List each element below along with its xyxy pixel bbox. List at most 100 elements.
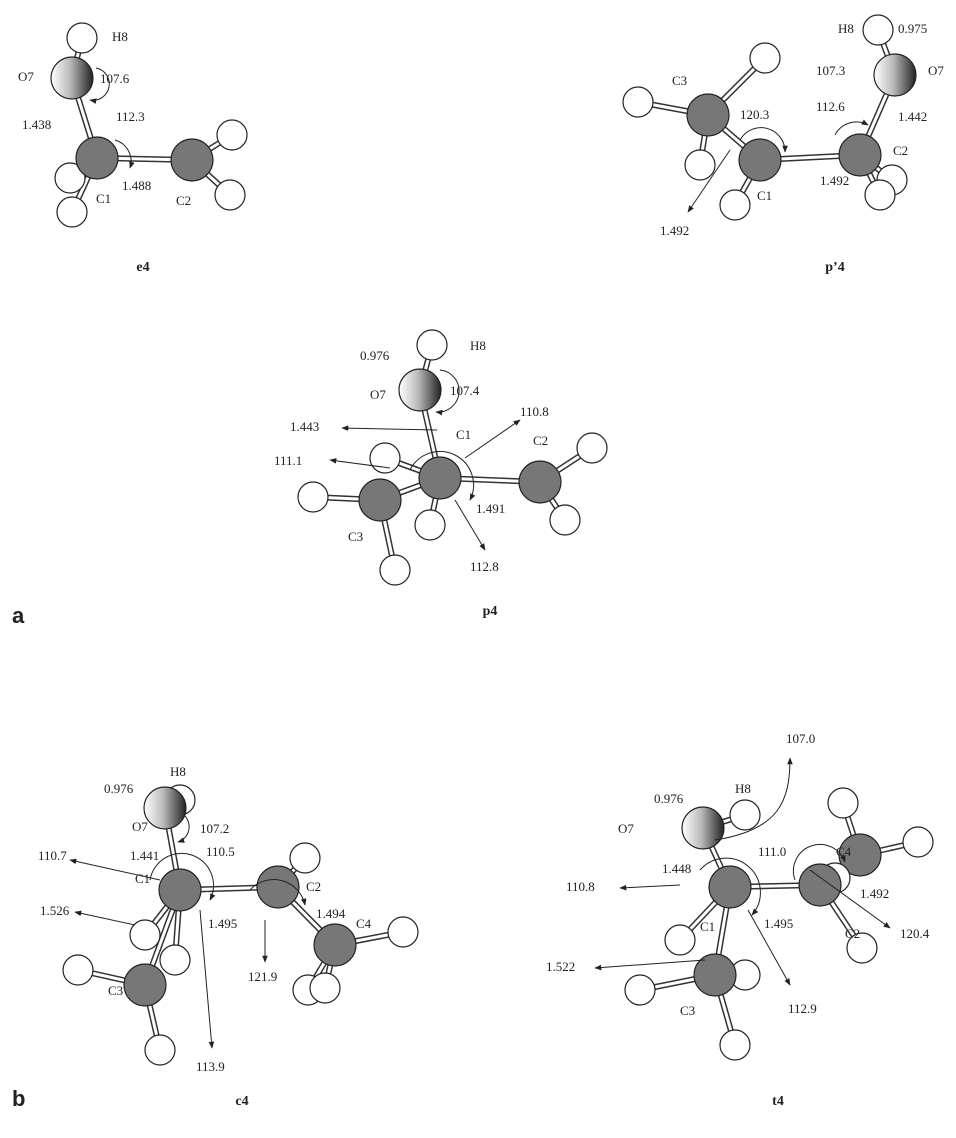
annotation: 1.522: [546, 959, 575, 974]
atom-label: C4: [836, 844, 852, 859]
carbon-atom: [314, 924, 356, 966]
atom-label: C3: [672, 73, 687, 88]
annotation: 0.976: [360, 348, 390, 363]
annotation: 110.8: [566, 879, 595, 894]
molecule-label: p’4: [825, 260, 844, 275]
oxygen-atom: [51, 57, 93, 99]
hydrogen-atom: [417, 330, 447, 360]
hydrogen-atom: [370, 443, 400, 473]
hydrogen-atom: [57, 197, 87, 227]
angle-arc: [835, 122, 868, 135]
molecules: H8O7C1C2107.61.438112.31.488e4C3H8O7C1C2…: [12, 15, 944, 1111]
annotation: 1.438: [22, 117, 51, 132]
hydrogen-atom: [625, 975, 655, 1005]
hydrogen-atom: [380, 555, 410, 585]
hydrogen-atom: [67, 23, 97, 53]
molecule-label: p4: [483, 604, 498, 619]
molecule-label: t4: [772, 1094, 784, 1109]
carbon-atom: [159, 869, 201, 911]
carbon-atom: [124, 964, 166, 1006]
carbon-atom: [519, 461, 561, 503]
hydrogen-atom: [298, 482, 328, 512]
carbon-atom: [839, 134, 881, 176]
annotation: 1.492: [820, 173, 849, 188]
oxygen-atom: [144, 787, 186, 829]
hydrogen-atom: [685, 150, 715, 180]
hydrogen-atom: [865, 180, 895, 210]
annotation: 0.975: [898, 21, 927, 36]
annotation: 112.3: [116, 109, 145, 124]
hydrogen-atom: [720, 1030, 750, 1060]
carbon-atom: [799, 864, 841, 906]
annotation: 110.5: [206, 844, 235, 859]
hydrogen-atom: [415, 510, 445, 540]
annotation: 1.492: [660, 223, 689, 238]
hydrogen-atom: [388, 917, 418, 947]
oxygen-atom: [874, 54, 916, 96]
hydrogen-atom: [577, 433, 607, 463]
annotation: 1.495: [208, 916, 237, 931]
hydrogen-atom: [623, 87, 653, 117]
annotation: 107.2: [200, 821, 229, 836]
carbon-atom: [709, 866, 751, 908]
annotation: 110.7: [38, 848, 67, 863]
hydrogen-atom: [828, 788, 858, 818]
arrow: [595, 960, 705, 968]
atom-label: C2: [893, 143, 908, 158]
hydrogen-atom: [750, 43, 780, 73]
annotation: 107.3: [816, 63, 845, 78]
atom-label: C4: [356, 916, 372, 931]
atom-label: C2: [533, 433, 548, 448]
carbon-atom: [419, 457, 461, 499]
atom-label: H8: [470, 338, 486, 353]
atom-label: O7: [928, 63, 944, 78]
annotation: 0.976: [104, 781, 134, 796]
atom-label: C3: [348, 529, 363, 544]
annotation: 111.1: [274, 453, 302, 468]
annotation: 0.976: [654, 791, 684, 806]
atom-label: C1: [135, 871, 150, 886]
molecule-label: e4: [136, 260, 149, 275]
atom-label: O7: [618, 821, 634, 836]
carbon-atom: [739, 139, 781, 181]
annotation: 107.0: [786, 731, 815, 746]
atom-label: O7: [132, 819, 148, 834]
annotation: 112.9: [788, 1001, 817, 1016]
atom-label: C3: [108, 983, 123, 998]
arrow: [75, 912, 135, 925]
oxygen-atom: [682, 807, 724, 849]
arrow: [342, 428, 437, 430]
annotation: 112.6: [816, 99, 845, 114]
molecule-label: c4: [235, 1094, 248, 1109]
annotation: 121.9: [248, 969, 277, 984]
carbon-atom: [76, 137, 118, 179]
atom-label: C2: [845, 926, 860, 941]
atom-label: C2: [306, 879, 321, 894]
carbon-atom: [257, 866, 299, 908]
annotation: 1.491: [476, 501, 505, 516]
annotation: 1.443: [290, 419, 319, 434]
atom-label: C1: [757, 188, 772, 203]
annotation: 113.9: [196, 1059, 225, 1074]
annotation: 110.8: [520, 404, 549, 419]
atom-label: C3: [680, 1003, 695, 1018]
atom-label: H8: [838, 21, 854, 36]
annotation: 1.526: [40, 903, 70, 918]
oxygen-atom: [399, 369, 441, 411]
annotation: 1.494: [316, 906, 346, 921]
atom-label: O7: [370, 387, 386, 402]
hydrogen-atom: [310, 973, 340, 1003]
hydrogen-atom: [63, 955, 93, 985]
hydrogen-atom: [217, 120, 247, 150]
carbon-atom: [359, 479, 401, 521]
panel-label: b: [12, 1086, 25, 1111]
annotation: 112.8: [470, 559, 499, 574]
atom-label: C1: [456, 427, 471, 442]
hydrogen-atom: [290, 843, 320, 873]
atom-label: C1: [96, 191, 111, 206]
annotation: 1.492: [860, 886, 889, 901]
atom-label: C1: [700, 919, 715, 934]
panel-label: a: [12, 603, 25, 628]
annotation: 111.0: [758, 844, 786, 859]
carbon-atom: [171, 139, 213, 181]
